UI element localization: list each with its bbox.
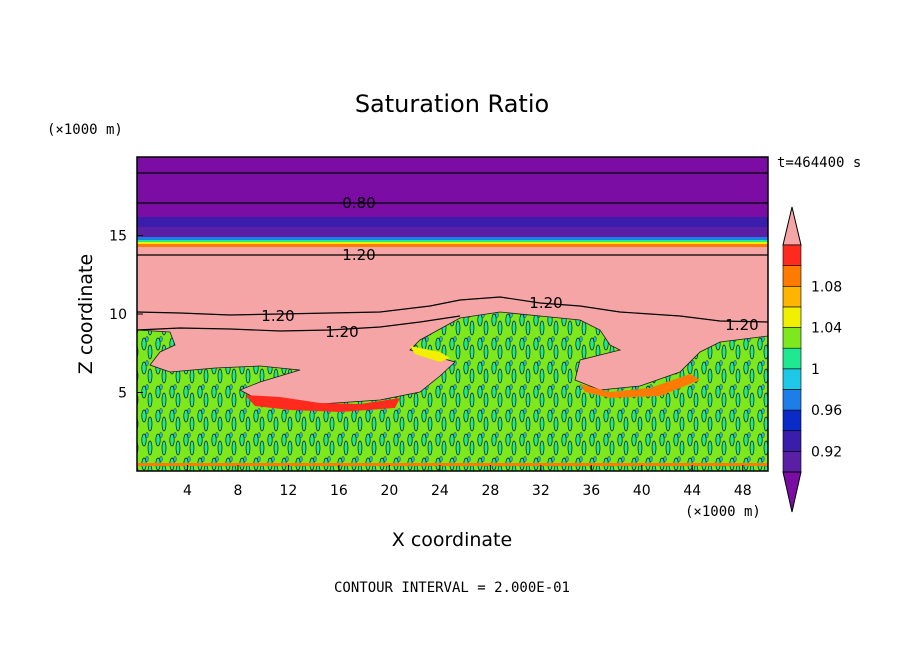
x-tick-label: 12 xyxy=(280,483,298,499)
colorbar-segment xyxy=(782,347,802,370)
colorbar-tick-label: 1.08 xyxy=(811,279,842,295)
contour-label: 1.20 xyxy=(529,294,562,312)
y-axis-title: Z coordinate xyxy=(75,254,97,374)
colorbar-under-triangle xyxy=(782,471,802,513)
colorbar-segment xyxy=(782,389,802,411)
yellow-edge xyxy=(410,346,450,362)
y-tick-label: 5 xyxy=(118,386,127,402)
colorbar-segment xyxy=(782,430,802,452)
x-axis-title: X coordinate xyxy=(392,529,512,551)
x-unit-label: (×1000 m) xyxy=(685,504,761,520)
chart-title: Saturation Ratio xyxy=(355,90,549,118)
surface-layer xyxy=(137,463,768,466)
time-label: t=464400 s xyxy=(777,155,861,171)
x-tick-label: 8 xyxy=(233,483,242,499)
colorbar-segment xyxy=(782,409,802,432)
contour-label: 1.20 xyxy=(342,246,375,264)
x-tick-label: 44 xyxy=(683,483,701,499)
x-tick-label: 36 xyxy=(582,483,600,499)
colorbar-segment xyxy=(782,285,802,308)
x-tick-label: 48 xyxy=(734,483,752,499)
transition-band-1 xyxy=(137,237,768,240)
x-tick-label: 40 xyxy=(633,483,651,499)
contour-label: 1.20 xyxy=(325,323,358,341)
dry-band-2 xyxy=(137,227,768,237)
y-unit-label: (×1000 m) xyxy=(47,122,123,138)
colorbar-segment xyxy=(782,327,802,349)
x-axis: 4 8 12 16 20 24 28 32 36 40 44 48 xyxy=(183,465,752,499)
colorbar-tick-label: 1 xyxy=(811,362,820,378)
red-edge-left xyxy=(245,395,400,412)
colorbar-segment xyxy=(782,368,802,390)
x-tick-label: 32 xyxy=(532,483,550,499)
contour-label: 1.20 xyxy=(261,307,294,325)
orange-edge-right xyxy=(580,374,700,398)
transition-band-4 xyxy=(137,244,768,247)
transition-band-2 xyxy=(137,240,768,242)
plot-field xyxy=(137,157,768,471)
colorbar-over-triangle xyxy=(782,206,802,246)
top-dry-layer xyxy=(137,157,768,217)
x-tick-label: 16 xyxy=(330,483,348,499)
transition-band-3 xyxy=(137,242,768,244)
y-tick-label: 10 xyxy=(109,307,127,323)
x-tick-label: 28 xyxy=(481,483,499,499)
x-tick-label: 20 xyxy=(380,483,398,499)
colorbar-tick-label: 1.04 xyxy=(811,321,842,337)
contour-label: 1.20 xyxy=(725,316,758,334)
contour-labels: 0.80 1.20 1.20 1.20 1.20 1.20 xyxy=(261,194,758,341)
colorbar-tick-label: 0.96 xyxy=(811,403,842,419)
contour-interval-footer: CONTOUR INTERVAL = 2.000E-01 xyxy=(334,580,570,596)
contour-label: 0.80 xyxy=(342,194,375,212)
colorbar-segment xyxy=(782,306,802,328)
dry-band-1 xyxy=(137,217,768,227)
colorbar-segment xyxy=(782,451,802,473)
colorbar-segment xyxy=(782,244,802,266)
colorbar: 0.92 0.96 1 1.04 1.08 xyxy=(782,206,842,513)
isoline-1.20-middle xyxy=(137,296,768,323)
y-tick-label: 15 xyxy=(109,229,127,245)
y-axis: 5 10 15 xyxy=(109,229,143,402)
colorbar-segment xyxy=(782,265,802,287)
colorbar-tick-label: 0.92 xyxy=(811,444,842,460)
isoline-1.20-lower xyxy=(137,315,461,332)
x-tick-label: 4 xyxy=(183,483,192,499)
x-tick-label: 24 xyxy=(431,483,449,499)
